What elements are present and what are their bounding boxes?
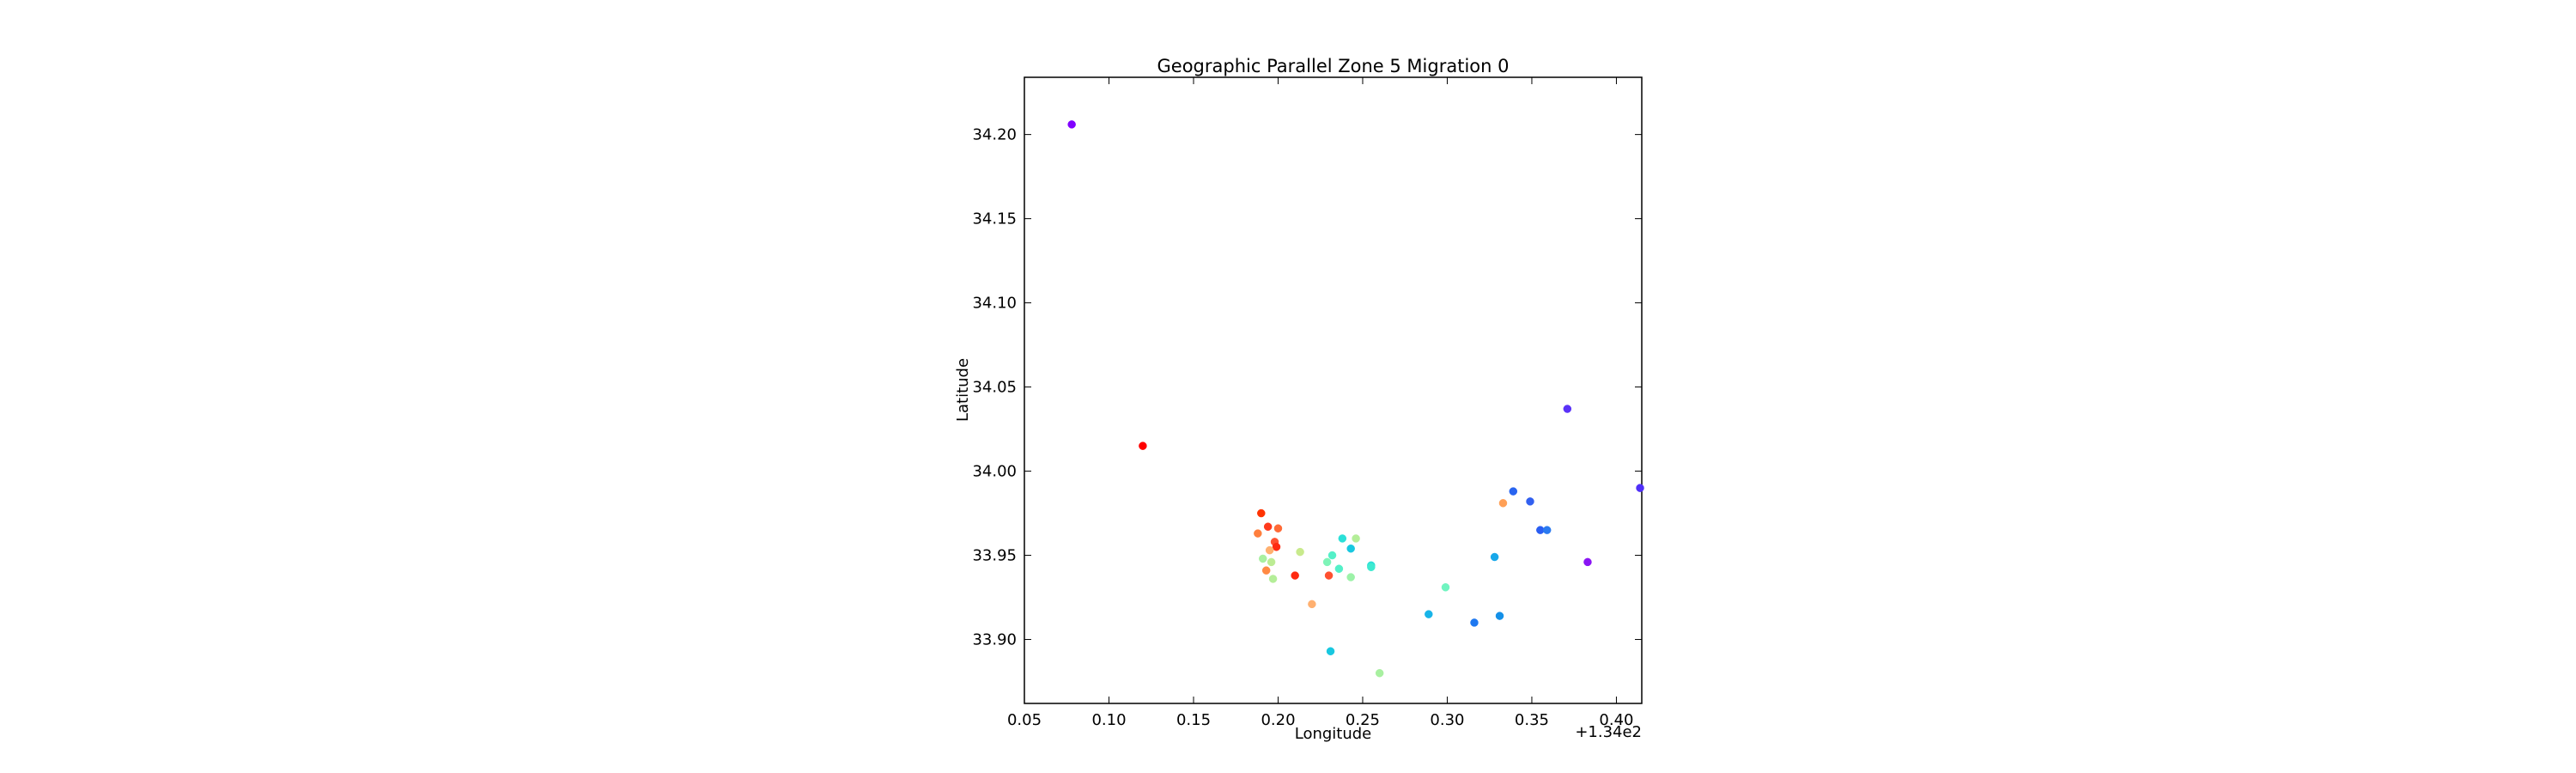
x-tick-label: 0.05 <box>1007 711 1042 729</box>
scatter-point <box>1375 668 1384 678</box>
x-axis-ticks: 0.05 0.10 0.15 0.20 0.25 0.30 0.35 0.40 <box>1007 77 1633 729</box>
scatter-point <box>1261 566 1271 575</box>
scatter-point <box>1334 564 1344 573</box>
chart-title: Geographic Parallel Zone 5 Migration 0 <box>1157 56 1510 76</box>
scatter-point <box>1490 552 1499 562</box>
x-tick-label: 0.40 <box>1599 711 1633 729</box>
scatter-point <box>1563 405 1572 413</box>
scatter-point <box>1296 547 1304 557</box>
scatter-point <box>1267 557 1276 567</box>
x-tick-label: 0.25 <box>1346 711 1380 729</box>
scatter-point <box>1367 563 1376 572</box>
scatter-point <box>1257 508 1266 518</box>
data-points <box>1067 120 1644 678</box>
x-tick-label: 0.10 <box>1091 711 1126 729</box>
scatter-point <box>1583 557 1592 567</box>
scatter-point <box>1470 618 1479 627</box>
y-tick-label: 33.95 <box>972 547 1017 565</box>
y-tick-label: 33.90 <box>972 631 1017 649</box>
x-axis-offset-label: +1.34e2 <box>1575 723 1642 741</box>
scatter-point <box>1067 120 1076 129</box>
x-axis-label: Longitude <box>1295 725 1372 743</box>
scatter-point <box>1509 487 1518 496</box>
x-tick-label: 0.30 <box>1430 711 1464 729</box>
scatter-point <box>1526 497 1534 506</box>
scatter-point <box>1259 554 1267 563</box>
scatter-point <box>1425 610 1433 618</box>
scatter-point <box>1324 571 1334 580</box>
scatter-point <box>1265 545 1274 555</box>
scatter-point <box>1542 526 1552 534</box>
scatter-point <box>1326 647 1335 655</box>
scatter-point <box>1327 551 1337 560</box>
y-tick-label: 34.15 <box>972 210 1017 228</box>
x-tick-label: 0.20 <box>1261 711 1295 729</box>
x-tick-label: 0.15 <box>1176 711 1211 729</box>
scatter-point <box>1498 499 1508 508</box>
scatter-point <box>1268 575 1278 583</box>
x-tick-label: 0.35 <box>1515 711 1549 729</box>
scatter-point <box>1338 534 1347 543</box>
scatter-point <box>1346 573 1355 581</box>
scatter-point <box>1139 441 1147 450</box>
scatter-point <box>1346 544 1355 553</box>
scatter-point <box>1636 484 1644 492</box>
y-tick-label: 34.20 <box>972 126 1017 144</box>
scatter-point <box>1322 557 1332 567</box>
scatter-point <box>1352 534 1360 543</box>
scatter-point <box>1254 529 1262 538</box>
scatter-point <box>1495 612 1504 620</box>
y-axis-ticks: 33.90 33.95 34.00 34.05 34.10 34.15 34.20 <box>972 126 1642 649</box>
plot-area-frame <box>1024 76 1643 704</box>
y-axis-label: Latitude <box>954 358 972 422</box>
scatter-point <box>1272 543 1281 551</box>
scatter-point <box>1263 522 1273 531</box>
scatter-point <box>1291 571 1299 580</box>
scatter-point <box>1308 600 1316 609</box>
scatter-point <box>1441 583 1450 592</box>
y-tick-label: 34.10 <box>972 295 1017 313</box>
scatter-point <box>1273 524 1283 533</box>
y-tick-label: 34.00 <box>972 463 1017 481</box>
y-tick-label: 34.05 <box>972 379 1017 397</box>
